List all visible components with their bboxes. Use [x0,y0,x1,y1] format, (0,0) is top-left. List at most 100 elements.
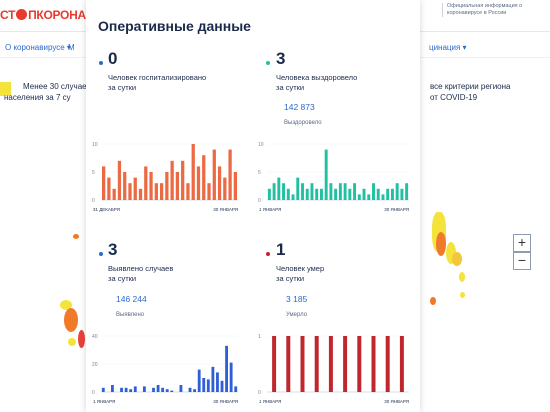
map-region[interactable] [436,232,446,256]
chart-bar[interactable] [170,390,174,392]
chart-bar[interactable] [159,183,164,200]
chart-bar[interactable] [371,336,376,392]
chart-bar[interactable] [400,188,404,200]
map-region[interactable] [452,252,462,266]
chart-bar[interactable] [181,160,185,200]
chart-bar[interactable] [191,144,195,200]
chart-bar[interactable] [225,345,228,392]
map-region[interactable] [459,272,465,282]
chart-bar[interactable] [376,188,380,200]
zoom-in-button[interactable]: + [513,234,531,252]
chart-bar[interactable] [124,387,128,392]
chart-bar[interactable] [305,188,309,200]
chart-bar[interactable] [343,183,347,200]
chart-bar[interactable] [286,336,291,392]
chart-bar[interactable] [385,336,390,392]
chart-bar[interactable] [186,183,190,200]
chart-bar[interactable] [310,183,314,200]
chart-bar[interactable] [381,194,385,200]
chart-bar[interactable] [220,380,224,392]
chart-bar[interactable] [272,336,277,392]
chart-bar[interactable] [357,336,362,392]
chart-bar[interactable] [193,389,197,392]
chart-bar[interactable] [399,336,404,392]
chart-bar[interactable] [202,378,206,392]
chart-bar[interactable] [343,336,348,392]
chart-bar[interactable] [206,379,210,392]
map-region[interactable] [73,234,79,239]
chart-bar[interactable] [179,385,183,392]
chart-bar[interactable] [120,387,123,392]
chart-bar[interactable] [102,166,106,200]
chart-bar[interactable] [395,183,399,200]
chart-bar[interactable] [161,387,165,392]
chart-bar[interactable] [165,172,169,200]
chart-bar[interactable] [228,149,232,200]
chart-bar[interactable] [267,188,271,200]
nav-item-about[interactable]: О коронавирусе ▾ [5,43,71,52]
nav-item-m[interactable]: М [68,43,75,52]
chart-bar[interactable] [217,166,222,200]
chart-bar[interactable] [112,188,116,200]
chart-bar[interactable] [357,194,361,200]
site-logo[interactable]: СТ ПКОРОНАВИ [0,8,103,22]
chart-bar[interactable] [348,188,352,200]
chart-bar[interactable] [188,387,192,392]
chart-bar[interactable] [111,385,114,392]
chart-bar[interactable] [390,188,394,200]
chart-bar[interactable] [314,336,319,392]
chart-bar[interactable] [367,194,371,200]
map-region[interactable] [68,338,76,346]
chart-bar[interactable] [372,183,375,200]
zoom-out-button[interactable]: − [513,252,531,270]
chart-bar[interactable] [234,386,238,392]
chart-bar[interactable] [117,160,122,200]
chart-bar[interactable] [353,183,357,200]
chart-bar[interactable] [212,149,216,200]
chart-bar[interactable] [211,366,215,392]
chart-bar[interactable] [229,362,233,392]
chart-bar[interactable] [223,177,227,200]
chart-bar[interactable] [144,166,148,200]
chart-bar[interactable] [319,188,323,200]
chart-bar[interactable] [272,183,276,200]
chart-bar[interactable] [362,188,366,200]
chart-bar[interactable] [216,372,219,392]
chart-bar[interactable] [405,183,409,200]
chart-bar[interactable] [291,194,295,200]
chart-bar[interactable] [334,188,338,200]
chart-bar[interactable] [207,183,211,200]
chart-bar[interactable] [282,183,286,200]
chart-bar[interactable] [197,369,201,392]
chart-bar[interactable] [170,160,174,200]
chart-bar[interactable] [196,166,201,200]
map-region[interactable] [430,297,436,305]
chart-bar[interactable] [154,183,158,200]
chart-bar[interactable] [133,386,137,392]
chart-bar[interactable] [301,183,304,200]
chart-bar[interactable] [138,188,143,200]
chart-bar[interactable] [202,155,206,200]
chart-bar[interactable] [300,336,305,392]
map-region[interactable] [60,300,72,310]
map-region[interactable] [64,308,78,332]
chart-bar[interactable] [296,177,300,200]
chart-bar[interactable] [149,172,153,200]
chart-bar[interactable] [152,387,155,392]
chart-bar[interactable] [123,172,127,200]
chart-bar[interactable] [329,183,333,200]
chart-bar[interactable] [133,177,137,200]
chart-bar[interactable] [315,188,319,200]
chart-bar[interactable] [107,177,111,200]
nav-item-vaccination[interactable]: цинация ▾ [429,43,467,52]
chart-bar[interactable] [165,389,169,392]
chart-bar[interactable] [324,149,328,200]
chart-bar[interactable] [129,389,133,392]
chart-bar[interactable] [338,183,342,200]
chart-bar[interactable] [101,387,105,392]
chart-bar[interactable] [277,177,281,200]
chart-bar[interactable] [156,385,160,392]
chart-bar[interactable] [128,183,132,200]
chart-bar[interactable] [175,172,180,200]
map-region[interactable] [460,292,465,298]
